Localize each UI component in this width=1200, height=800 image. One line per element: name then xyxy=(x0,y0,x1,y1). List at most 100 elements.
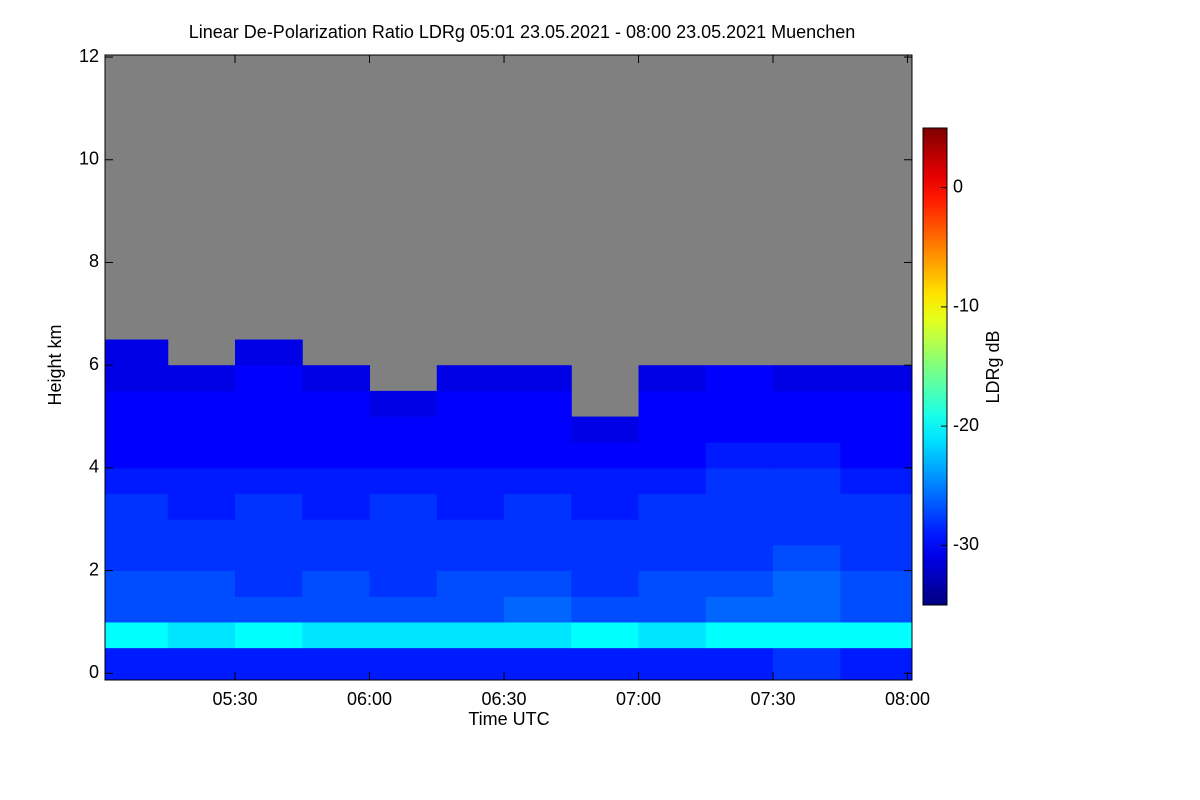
heatmap-cell xyxy=(504,621,572,649)
heatmap-cell xyxy=(504,442,572,469)
heatmap-cell xyxy=(369,519,438,546)
colorbar xyxy=(922,127,948,606)
heatmap-cell xyxy=(167,570,236,597)
heatmap-cell xyxy=(638,544,707,572)
heatmap-cell xyxy=(840,416,913,443)
heatmap-cell xyxy=(369,647,438,681)
heatmap-cell xyxy=(571,544,640,572)
heatmap-cell xyxy=(369,416,438,443)
heatmap-cell xyxy=(235,467,303,495)
heatmap-cell xyxy=(773,416,841,443)
x-tick-label: 05:30 xyxy=(212,689,257,709)
heatmap-cell xyxy=(235,621,303,649)
heatmap-cell xyxy=(436,390,505,418)
heatmap-cell xyxy=(302,621,371,649)
heatmap-cell xyxy=(105,544,169,572)
heatmap-cell xyxy=(504,519,572,546)
heatmap-cell xyxy=(773,442,841,469)
colorbar-tick-label: 0 xyxy=(953,176,963,196)
y-tick-label: 6 xyxy=(89,354,99,374)
x-axis-label: Time UTC xyxy=(468,709,549,729)
heatmap-cell xyxy=(167,596,236,623)
heatmap-cell xyxy=(773,365,841,392)
heatmap-cell xyxy=(705,544,774,572)
heatmap-cell xyxy=(705,467,774,495)
heatmap-cell xyxy=(571,570,640,597)
heatmap-cell xyxy=(840,365,913,392)
heatmap-cell xyxy=(571,442,640,469)
heatmap-cell xyxy=(369,493,438,520)
heatmap-cell xyxy=(235,442,303,469)
heatmap-cell xyxy=(840,570,913,597)
heatmap-cell xyxy=(571,467,640,495)
heatmap-cell xyxy=(235,519,303,546)
y-tick-label: 4 xyxy=(89,457,99,477)
heatmap-cell xyxy=(167,416,236,443)
heatmap-cell xyxy=(638,390,707,418)
heatmap-cell xyxy=(638,493,707,520)
heatmap-cell xyxy=(436,416,505,443)
heatmap-cell xyxy=(705,493,774,520)
heatmap-cell xyxy=(105,570,169,597)
heatmap-cell xyxy=(436,544,505,572)
heatmap-cell xyxy=(235,544,303,572)
heatmap-cell xyxy=(105,467,169,495)
heatmap-cell xyxy=(105,390,169,418)
heatmap-cell xyxy=(571,493,640,520)
chart-title: Linear De-Polarization Ratio LDRg 05:01 … xyxy=(189,22,855,42)
heatmap-cell xyxy=(840,390,913,418)
heatmap-cell xyxy=(504,596,572,623)
x-tick-label: 07:00 xyxy=(616,689,661,709)
heatmap-cell xyxy=(705,365,774,392)
heatmap-cell xyxy=(638,647,707,681)
heatmap-cell xyxy=(105,493,169,520)
heatmap-cell xyxy=(773,596,841,623)
heatmap-cell xyxy=(504,647,572,681)
heatmap-cell xyxy=(436,621,505,649)
heatmap-cell xyxy=(302,647,371,681)
heatmap-cell xyxy=(436,596,505,623)
heatmap-cell xyxy=(302,416,371,443)
y-tick-label: 10 xyxy=(79,149,99,169)
heatmap-cell xyxy=(705,390,774,418)
heatmap-cell xyxy=(571,647,640,681)
heatmap-cell xyxy=(705,621,774,649)
heatmap-cell xyxy=(773,519,841,546)
heatmap-cell xyxy=(638,442,707,469)
heatmap-cell xyxy=(369,390,438,418)
colorbar-label: LDRg dB xyxy=(983,330,1003,403)
heatmap-cell xyxy=(235,596,303,623)
x-tick-label: 07:30 xyxy=(750,689,795,709)
heatmap-cell xyxy=(167,390,236,418)
heatmap-cell xyxy=(436,467,505,495)
heatmap-cell xyxy=(705,416,774,443)
heatmap-cell xyxy=(571,596,640,623)
heatmap-cell xyxy=(773,621,841,649)
heatmap-cell xyxy=(638,467,707,495)
heatmap-cell xyxy=(773,647,841,681)
heatmap-cell xyxy=(302,519,371,546)
heatmap-cell xyxy=(302,365,371,392)
heatmap-cell xyxy=(571,416,640,443)
heatmap-cell xyxy=(235,647,303,681)
heatmap-cell xyxy=(167,519,236,546)
heatmap-cell xyxy=(302,442,371,469)
heatmap-cell xyxy=(705,596,774,623)
colorbar-tick-label: -10 xyxy=(953,296,979,316)
heatmap-cell xyxy=(167,544,236,572)
heatmap-cell xyxy=(235,493,303,520)
heatmap-cell xyxy=(436,647,505,681)
heatmap-cell xyxy=(840,467,913,495)
heatmap-cell xyxy=(436,493,505,520)
heatmap-cell xyxy=(436,570,505,597)
heatmap-cell xyxy=(369,467,438,495)
heatmap-cell xyxy=(436,365,505,392)
heatmap-cell xyxy=(105,416,169,443)
heatmap-cell xyxy=(840,647,913,681)
heatmap-cell xyxy=(235,416,303,443)
heatmap-cell xyxy=(105,442,169,469)
heatmap-cell xyxy=(369,621,438,649)
heatmap-cell xyxy=(705,442,774,469)
heatmap-cell xyxy=(167,467,236,495)
